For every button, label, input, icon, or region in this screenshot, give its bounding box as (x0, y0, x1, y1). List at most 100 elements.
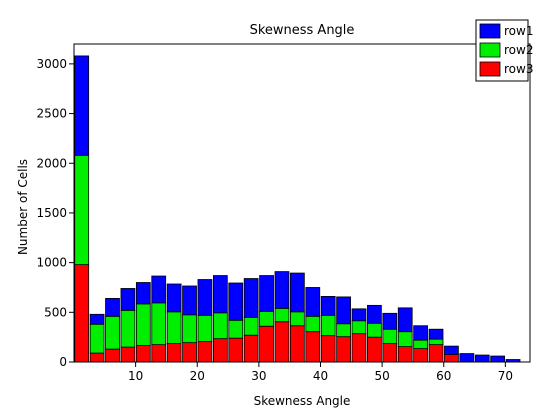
bar-row3-14 (290, 325, 305, 363)
bar-row1-16 (320, 296, 336, 316)
x-tick-label-40: 40 (313, 369, 328, 383)
bar-row1-19 (367, 304, 382, 324)
bar-row2-6 (166, 311, 182, 345)
legend: row1 row2 row3 (475, 19, 533, 82)
bar-row2-14 (290, 311, 305, 327)
bar-row1-17 (336, 296, 351, 325)
bar-row1-9 (212, 275, 228, 314)
bar-row2-21 (397, 331, 413, 347)
bar-row1-2 (105, 297, 120, 317)
x-axis-title: Skewness Angle (254, 394, 351, 408)
legend-label-row3: row3 (504, 62, 533, 76)
y-tick-label-500: 500 (44, 305, 67, 319)
bar-row1-1 (89, 313, 105, 325)
bar-row3-0 (74, 264, 90, 363)
bar-row2-8 (197, 314, 213, 343)
bar-row3-19 (367, 336, 382, 363)
bar-row3-4 (135, 345, 151, 363)
bar-row1-8 (197, 279, 213, 316)
bar-row1-7 (182, 285, 197, 316)
bar-row3-2 (105, 348, 120, 363)
bar-row1-25 (459, 353, 475, 363)
bar-row1-28 (505, 359, 521, 363)
x-tick-label-10: 10 (128, 369, 143, 383)
bar-row2-3 (120, 309, 136, 348)
bar-row1-15 (305, 287, 321, 317)
chart-title: Skewness Angle (250, 23, 355, 38)
legend-swatch-row2 (479, 42, 501, 58)
bar-row2-4 (135, 303, 151, 347)
bar-row2-18 (351, 320, 367, 335)
bar-row1-23 (428, 328, 444, 340)
bar-row3-5 (151, 344, 167, 363)
bar-row1-27 (490, 355, 506, 363)
bar-row3-12 (259, 325, 274, 363)
bar-row1-5 (151, 275, 167, 304)
x-tick-label-20: 20 (190, 369, 205, 383)
bar-row1-14 (290, 272, 305, 313)
bar-row3-3 (120, 346, 136, 363)
bar-row2-0 (74, 154, 90, 266)
bar-row2-23 (428, 338, 444, 346)
bar-row3-24 (444, 354, 459, 363)
bar-row1-12 (259, 275, 274, 312)
y-tick-label-1500: 1500 (36, 206, 67, 220)
legend-label-row1: row1 (504, 24, 533, 38)
x-axis: 10 20 30 40 50 60 70 (128, 362, 513, 383)
legend-swatch-row3 (479, 61, 501, 77)
bar-row1-26 (474, 354, 490, 363)
y-tick-label-2000: 2000 (36, 156, 67, 170)
bar-row2-19 (367, 322, 382, 338)
bar-row1-3 (120, 288, 136, 311)
bar-row2-1 (89, 323, 105, 354)
bar-row1-0 (74, 55, 90, 156)
bar-row1-21 (397, 307, 413, 333)
bar-row1-22 (413, 325, 428, 341)
bar-row3-9 (212, 338, 228, 363)
bar-row2-16 (320, 314, 336, 337)
bar-row2-12 (259, 310, 274, 327)
bar-row2-7 (182, 314, 197, 344)
bar-row3-16 (320, 335, 336, 363)
bar-row2-11 (243, 316, 259, 336)
bar-row2-9 (212, 312, 228, 340)
bar-row3-21 (397, 346, 413, 363)
bar-row2-15 (305, 315, 321, 333)
plot-area (73, 43, 531, 363)
x-tick-label-60: 60 (436, 369, 451, 383)
legend-label-row2: row2 (504, 43, 533, 57)
bar-row3-17 (336, 336, 351, 363)
bar-row2-2 (105, 315, 120, 350)
bar-row2-20 (382, 328, 398, 345)
bar-row1-4 (135, 282, 151, 305)
bar-row3-8 (197, 341, 213, 363)
bar-row1-24 (444, 345, 459, 355)
bar-row1-20 (382, 312, 398, 330)
bar-row2-13 (274, 307, 290, 323)
bar-row1-13 (274, 271, 290, 309)
bar-row3-13 (274, 321, 290, 363)
x-tick-label-70: 70 (498, 369, 513, 383)
bar-row2-17 (336, 323, 351, 338)
legend-swatch-row1 (479, 23, 501, 39)
y-axis-title: Number of Cells (16, 159, 30, 255)
bar-row1-6 (166, 283, 182, 313)
bar-row3-11 (243, 334, 259, 363)
bar-row3-7 (182, 342, 197, 363)
bar-row3-10 (228, 337, 244, 363)
bar-row3-6 (166, 343, 182, 363)
bar-row3-1 (89, 352, 105, 363)
bar-row2-10 (228, 319, 244, 339)
bar-row1-18 (351, 308, 367, 322)
y-tick-label-0: 0 (59, 355, 67, 369)
bar-row2-22 (413, 339, 428, 349)
y-tick-label-3000: 3000 (36, 57, 67, 71)
x-tick-label-50: 50 (374, 369, 389, 383)
x-tick-label-30: 30 (251, 369, 266, 383)
bar-row3-18 (351, 333, 367, 363)
y-tick-label-1000: 1000 (36, 256, 67, 270)
y-axis: 0 500 1000 1500 2000 2500 3000 (36, 57, 74, 369)
bar-row2-5 (151, 302, 167, 346)
bar-row3-23 (428, 344, 444, 363)
